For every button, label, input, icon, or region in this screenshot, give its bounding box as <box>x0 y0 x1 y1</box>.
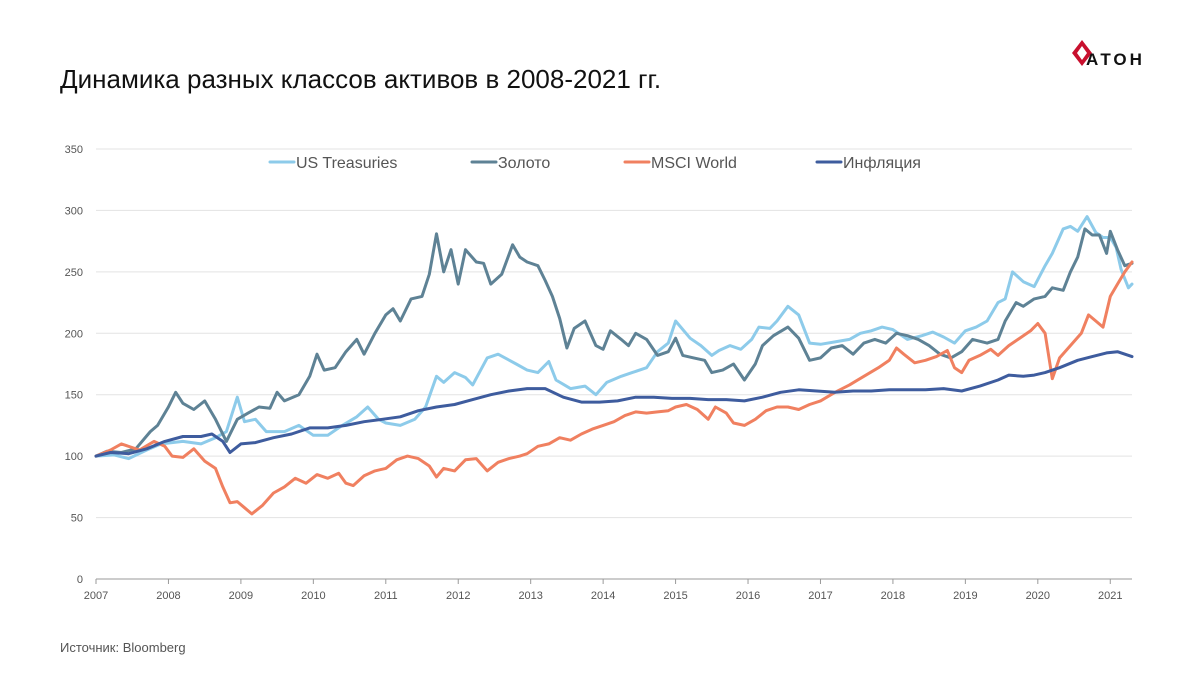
chart-axis: 0 50 100 150 200 250 300 350 2007 2008 2009 2010 201… <box>65 144 1132 602</box>
aton-logo-icon <box>1072 40 1092 66</box>
x-tick-label: 2017 <box>808 590 832 602</box>
x-tick-label: 2020 <box>1026 590 1050 602</box>
x-tick-label: 2011 <box>374 590 398 602</box>
chart-series <box>94 215 1134 516</box>
x-tick-label: 2016 <box>736 590 760 602</box>
x-tick-label: 2019 <box>953 590 977 602</box>
x-tick-label: 2014 <box>591 590 615 602</box>
x-tick-label: 2010 <box>301 590 325 602</box>
y-tick-label: 250 <box>65 267 83 279</box>
x-tick-label: 2007 <box>84 590 108 602</box>
series-line <box>94 215 1134 461</box>
chart-grid <box>96 148 1132 519</box>
legend-label: Золото <box>498 155 550 172</box>
y-tick-label: 100 <box>65 451 83 463</box>
y-tick-label: 200 <box>65 328 83 340</box>
y-tick-label: 350 <box>65 144 83 156</box>
x-tick-label: 2015 <box>663 590 687 602</box>
x-tick-label: 2009 <box>229 590 253 602</box>
logo-text: АТОН <box>1086 50 1145 69</box>
x-tick-label: 2012 <box>446 590 470 602</box>
legend-label: MSCI World <box>651 155 737 172</box>
y-tick-label: 0 <box>77 574 83 586</box>
series-line <box>94 260 1134 516</box>
chart-legend: US Treasuries Золото MSCI World Инфляция <box>268 155 921 172</box>
series-line <box>94 227 1134 458</box>
y-tick-label: 300 <box>65 205 83 217</box>
y-tick-label: 150 <box>65 390 83 402</box>
series-line <box>94 350 1134 458</box>
x-tick-label: 2008 <box>156 590 180 602</box>
x-tick-label: 2013 <box>518 590 542 602</box>
source-note: Источник: Bloomberg <box>60 640 186 655</box>
legend-label: US Treasuries <box>296 155 397 172</box>
y-tick-label: 50 <box>71 513 83 525</box>
page-title: Динамика разных классов активов в 2008-2… <box>60 64 662 94</box>
legend-label: Инфляция <box>843 155 921 172</box>
x-tick-label: 2018 <box>881 590 905 602</box>
x-tick-label: 2021 <box>1098 590 1122 602</box>
